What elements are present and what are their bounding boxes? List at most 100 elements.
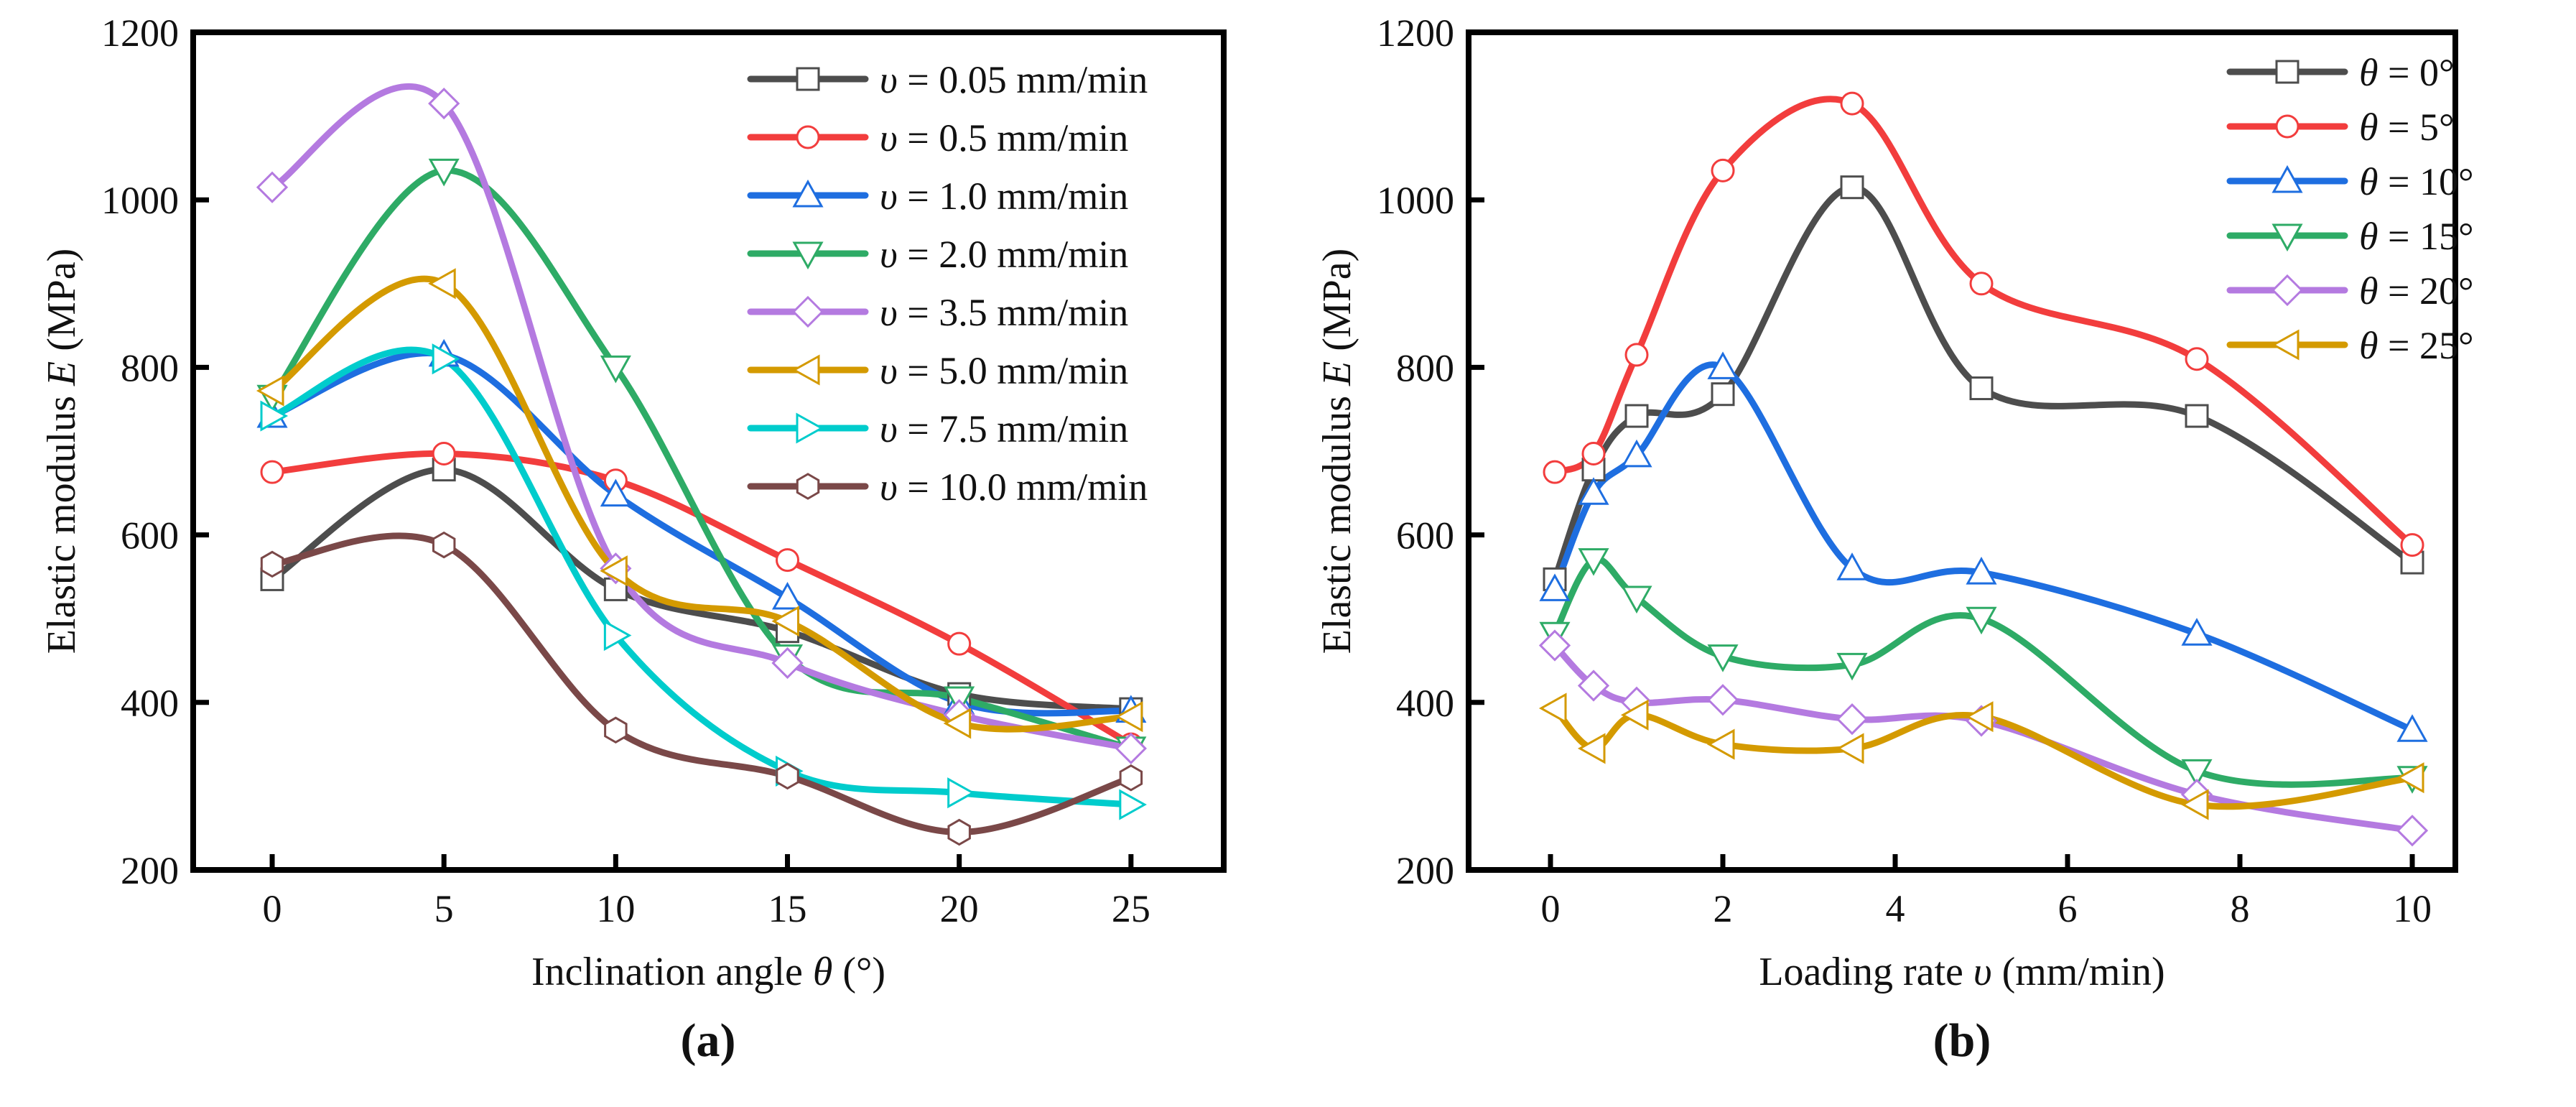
axis-label-part: Elastic modulus [1315, 386, 1359, 654]
legend-label: υ = 0.5 mm/min [880, 116, 1128, 159]
data-point [1711, 158, 1735, 182]
data-point [1119, 764, 1143, 792]
data-point [1115, 701, 1143, 733]
legend-label: υ = 2.0 mm/min [880, 233, 1128, 276]
data-point [2181, 618, 2213, 646]
data-point [1836, 552, 1868, 580]
data-point [1966, 556, 1997, 585]
y-tick-label: 600 [121, 514, 179, 557]
x-tick-label: 0 [263, 887, 282, 930]
legend-item: υ = 0.05 mm/min [747, 58, 1148, 101]
data-point [2180, 789, 2209, 820]
data-point [260, 460, 284, 484]
legend-variable: υ [880, 349, 898, 392]
data-point [256, 171, 289, 203]
data-point [1965, 701, 1994, 733]
legend-item: υ = 1.0 mm/min [747, 175, 1128, 218]
y-tick-label: 200 [121, 849, 179, 892]
data-point [1706, 728, 1735, 760]
data-point [600, 555, 628, 587]
legend-marker [791, 354, 820, 386]
data-point [2185, 347, 2209, 371]
legend-item: θ = 20° [2226, 269, 2474, 312]
series-line [269, 450, 1135, 748]
data-point [1969, 376, 1994, 401]
axis-variable: υ [1973, 950, 1992, 994]
y-tick-label: 400 [121, 682, 179, 725]
data-point [260, 550, 284, 578]
legend-label: υ = 5.0 mm/min [880, 349, 1128, 392]
x-tick-label: 10 [596, 887, 635, 930]
legend-label: θ = 5° [2359, 106, 2455, 149]
data-point [1538, 693, 1567, 724]
legend-marker [796, 125, 820, 149]
y-tick-label: 1000 [1377, 179, 1454, 222]
panel-label: (b) [1933, 1014, 1991, 1067]
data-point [1836, 652, 1868, 681]
data-point [2396, 714, 2428, 742]
chart-panel-b: 0 2 4 6 8 10 200 400 600 800 1000 1200 Loading rate … [1315, 11, 2474, 1067]
legend-marker [2271, 329, 2300, 361]
legend-variable: υ [880, 58, 898, 101]
x-tick-label: 4 [1886, 887, 1905, 930]
legend-marker [2271, 274, 2304, 307]
data-point [260, 400, 289, 432]
data-point [432, 441, 456, 466]
data-point [947, 818, 971, 846]
legend-item: θ = 5° [2226, 106, 2455, 149]
legend-label: θ = 0° [2359, 51, 2455, 94]
legend-text: = 0.5 mm/min [898, 116, 1128, 159]
y-tick-label: 1000 [101, 179, 179, 222]
data-point [2396, 815, 2429, 847]
data-point [1577, 670, 1610, 702]
legend-label: υ = 0.05 mm/min [880, 58, 1148, 101]
y-tick-label: 800 [121, 346, 179, 389]
legend-text: = 20° [2379, 269, 2474, 312]
legend-text: = 10.0 mm/min [898, 466, 1148, 509]
y-tick-label: 400 [1396, 682, 1454, 725]
legend-marker [2275, 114, 2300, 139]
axis-variable: E [1315, 361, 1359, 386]
legend-variable: υ [880, 175, 898, 218]
y-tick-label: 600 [1396, 514, 1454, 557]
legend-text: = 0° [2379, 51, 2455, 94]
legend-variable: θ [2359, 160, 2379, 203]
axis-label-part: (MPa) [1315, 249, 1359, 361]
x-tick-label: 20 [940, 887, 979, 930]
data-point [604, 716, 628, 744]
data-point [1621, 439, 1652, 468]
data-point [1836, 703, 1869, 736]
legend-text: = 0.05 mm/min [898, 58, 1148, 101]
data-point [1836, 733, 1864, 764]
legend-text: = 15° [2379, 215, 2474, 258]
data-point [1711, 382, 1735, 407]
legend-item: υ = 7.5 mm/min [747, 407, 1128, 450]
legend-label: υ = 7.5 mm/min [880, 407, 1128, 450]
legend-item: υ = 2.0 mm/min [747, 233, 1128, 276]
plot-frame [190, 29, 1227, 873]
legend-label: υ = 3.5 mm/min [880, 291, 1128, 334]
legend-variable: θ [2359, 215, 2379, 258]
legend-marker [796, 67, 820, 91]
data-point [1621, 585, 1652, 614]
x-tick-label: 25 [1112, 887, 1150, 930]
legend-item: υ = 3.5 mm/min [747, 291, 1128, 334]
data-point [600, 355, 631, 384]
series-line [269, 466, 1135, 713]
legend-marker [2275, 60, 2300, 84]
data-point [432, 531, 456, 559]
axis-variable: E [39, 361, 84, 386]
x-tick-label: 8 [2231, 887, 2250, 930]
data-point [1577, 733, 1606, 764]
legend-variable: θ [2359, 51, 2379, 94]
x-tick-label: 6 [2058, 887, 2078, 930]
y-tick-label: 1200 [1377, 11, 1454, 55]
legend-text: = 1.0 mm/min [898, 175, 1128, 218]
x-axis-label: Loading rate υ (mm/min) [1759, 950, 2165, 994]
legend-marker [2272, 223, 2303, 252]
y-tick-label: 1200 [101, 11, 179, 55]
data-point [1581, 441, 1606, 466]
data-point [771, 581, 804, 610]
axis-label-part: (MPa) [39, 249, 84, 361]
